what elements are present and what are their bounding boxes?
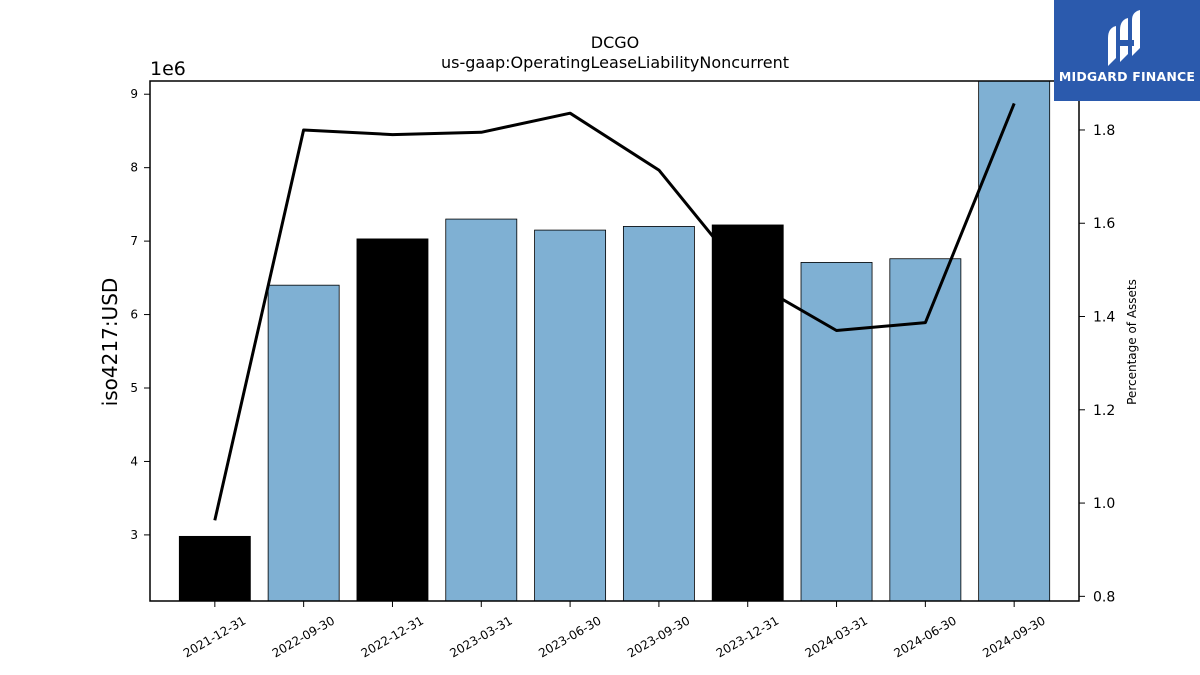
bar xyxy=(356,238,429,602)
y-tick-label: 3 xyxy=(130,528,138,542)
x-tick-label: 2024-06-30 xyxy=(891,613,958,660)
x-tick-label: 2021-12-31 xyxy=(181,613,248,660)
y-tick-label: 8 xyxy=(130,161,138,175)
plot-frame xyxy=(149,80,1080,602)
y-offset-label: 1e6 xyxy=(150,58,186,80)
y2-tick-label: 1.8 xyxy=(1093,123,1115,139)
y-axis-label: iso4217:USD xyxy=(98,278,122,407)
bar xyxy=(534,229,607,602)
x-tick-label: 2024-09-30 xyxy=(980,613,1047,660)
y-tick-label: 9 xyxy=(130,87,138,101)
y-tick-label: 4 xyxy=(130,454,138,468)
bar xyxy=(711,224,784,602)
x-tick-label: 2024-03-31 xyxy=(803,613,870,660)
bar xyxy=(445,218,518,602)
chart-subtitle: us-gaap:OperatingLeaseLiabilityNoncurren… xyxy=(441,53,789,72)
y2-tick-label: 1.4 xyxy=(1093,310,1115,326)
logo-mark-icon xyxy=(1108,10,1140,66)
y-tick-label: 6 xyxy=(130,308,138,322)
bars-layer xyxy=(178,80,1051,602)
logo-text: MIDGARD FINANCE xyxy=(1058,69,1196,84)
y2-axis-label: Percentage of Assets xyxy=(1125,279,1139,405)
bar xyxy=(622,226,695,602)
y2-tick-label: 1.6 xyxy=(1093,216,1115,232)
bar xyxy=(800,262,873,602)
x-tick-label: 2023-12-31 xyxy=(714,613,781,660)
bar xyxy=(889,258,962,602)
bar xyxy=(178,535,251,602)
y2-tick-label: 0.8 xyxy=(1093,589,1115,605)
y-tick-label: 5 xyxy=(130,381,138,395)
x-tick-label: 2023-03-31 xyxy=(447,613,514,660)
midgard-finance-logo: MIDGARD FINANCE xyxy=(1054,0,1200,101)
bar xyxy=(267,284,340,602)
x-tick-label: 2023-06-30 xyxy=(536,613,603,660)
y-tick-label: 7 xyxy=(130,234,138,248)
x-tick-label: 2023-09-30 xyxy=(625,613,692,660)
x-tick-label: 2022-09-30 xyxy=(270,613,337,660)
y2-tick-label: 1.0 xyxy=(1093,496,1115,512)
y2-tick-label: 1.2 xyxy=(1093,403,1115,419)
line-layer xyxy=(213,102,1016,521)
chart-title: DCGO xyxy=(591,33,639,52)
x-tick-label: 2022-12-31 xyxy=(359,613,426,660)
bar xyxy=(978,80,1051,602)
percentage-line xyxy=(213,102,1016,521)
